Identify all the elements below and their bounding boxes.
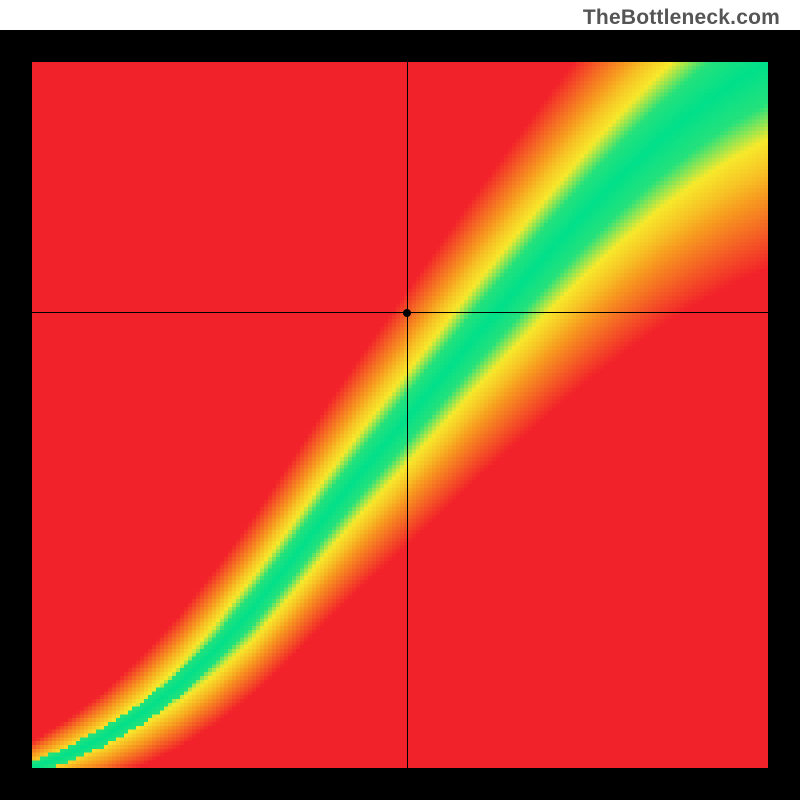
chart-plot-area — [32, 62, 768, 768]
crosshair-vertical — [407, 62, 408, 768]
watermark-text: TheBottleneck.com — [583, 6, 780, 30]
crosshair-dot — [403, 309, 411, 317]
heatmap-canvas — [32, 62, 768, 768]
crosshair-horizontal — [32, 312, 768, 313]
